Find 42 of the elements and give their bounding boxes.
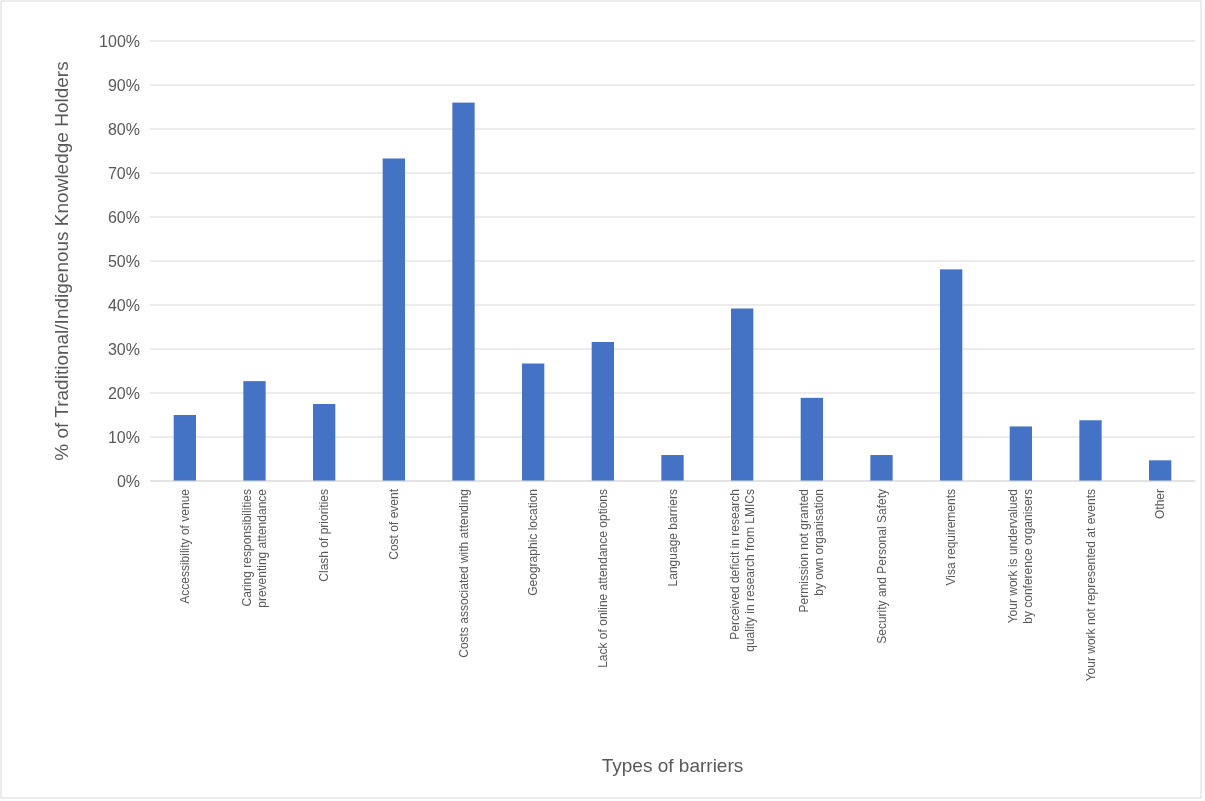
x-axis-title: Types of barriers <box>601 755 744 776</box>
bar <box>591 341 614 481</box>
bar <box>382 158 405 481</box>
bar <box>1149 460 1172 481</box>
bar <box>452 102 475 481</box>
x-tick-label: Caring responsibilities preventing attendance <box>240 488 269 608</box>
y-tick-label: 100% <box>99 32 140 50</box>
x-tick-label: Other <box>1153 489 1168 520</box>
bar <box>661 455 684 481</box>
x-tick-label: Cost of event <box>386 488 401 560</box>
x-tick-label: Perceived deficit in research quality in research from LMICs <box>727 489 757 652</box>
x-tick-label: Accessibility of venue <box>177 488 192 604</box>
y-tick-label: 50% <box>107 252 140 270</box>
x-tick-label: Security and Personal Safety <box>874 489 889 644</box>
bar <box>522 363 545 481</box>
y-tick-label: 70% <box>107 164 140 182</box>
y-tick-label: 0% <box>116 472 140 490</box>
bar <box>1079 420 1102 481</box>
x-tick-label: Geographic location <box>526 489 541 596</box>
y-tick-label: 40% <box>107 296 140 314</box>
y-tick-label: 30% <box>107 340 140 358</box>
y-tick-label: 20% <box>107 384 140 402</box>
bar <box>800 397 823 481</box>
x-tick-label: Lack of online attendance options <box>595 489 610 668</box>
y-tick-label: 90% <box>107 76 140 94</box>
bar <box>940 269 963 481</box>
bar <box>870 455 893 481</box>
x-tick-label: Your work not represented at events <box>1083 489 1098 682</box>
x-tick-label: Costs associated with attending <box>456 489 471 658</box>
bar <box>243 381 266 481</box>
bar <box>731 308 754 481</box>
y-axis-title: % of Traditional/Indigenous Knowledge Holders <box>51 61 72 461</box>
x-tick-label: Visa requirements <box>944 489 959 586</box>
bar <box>313 404 336 481</box>
bar <box>173 415 196 481</box>
y-tick-label: 80% <box>107 120 140 138</box>
bar <box>1009 426 1032 481</box>
x-tick-label: Clash of priorities <box>317 489 332 582</box>
x-tick-label: Your work is undervalued by conference organisers <box>1006 489 1036 624</box>
x-tick-label: Language barriers <box>665 489 680 587</box>
y-tick-label: 10% <box>107 428 140 446</box>
y-tick-label: 60% <box>107 208 140 226</box>
